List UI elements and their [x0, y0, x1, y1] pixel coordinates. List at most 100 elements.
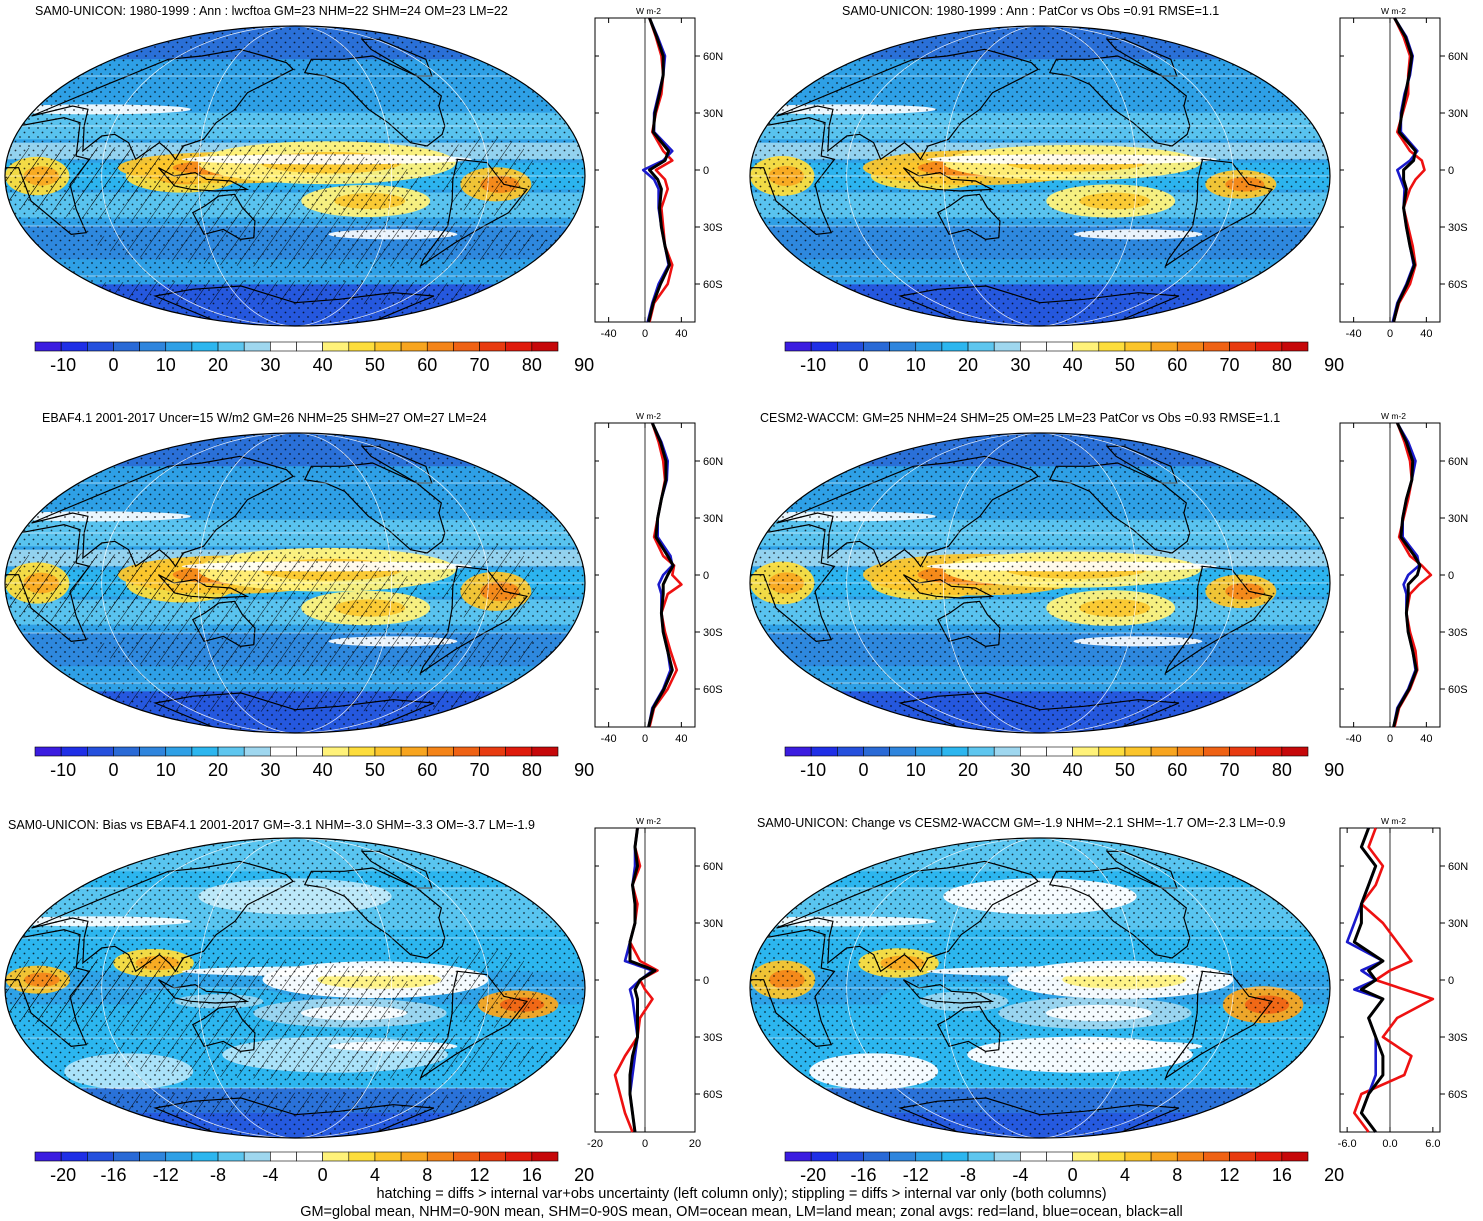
colorbar-swatch: [139, 1151, 167, 1162]
colorbar-swatch: [784, 341, 812, 352]
x-tick-label: 6.0: [1425, 1138, 1440, 1150]
zonal-profile-1: W m-2 -40 0 40 60N 30N 0 30S 60S: [594, 6, 723, 340]
colorbar-swatch: [322, 1151, 350, 1162]
colorbar-swatch: [453, 1151, 480, 1162]
colorbar-swatch: [400, 1151, 428, 1162]
map-panel-3: [4, 432, 586, 734]
colorbar-label: 0: [1068, 1165, 1078, 1185]
coastline-namerica: [1048, 867, 1191, 959]
colorbar-label: 10: [906, 355, 926, 375]
colorbar-swatch: [60, 1151, 88, 1162]
profile-line-all: [1392, 17, 1417, 323]
colorbar-label: 30: [1010, 355, 1030, 375]
colorbar-swatch: [374, 1151, 402, 1162]
coastline-indonesia: [157, 979, 250, 1004]
colorbar-label: 90: [574, 355, 594, 375]
colorbar-label: -16: [850, 1165, 876, 1185]
coastline-europeAsia: [776, 860, 1040, 973]
stippling: [750, 838, 1330, 1138]
colorbar-swatch: [348, 746, 376, 757]
colorbar-swatch: [453, 746, 480, 757]
colorbar-swatch: [165, 746, 193, 757]
y-tick-label: 30N: [1448, 513, 1468, 525]
x-tick-label: -40: [1346, 328, 1362, 340]
coastline-europeAsia: [31, 860, 295, 973]
colorbar-swatch: [915, 1151, 943, 1162]
colorbar-label: 40: [1063, 760, 1083, 780]
colorbar-label: 10: [156, 760, 176, 780]
colorbar-swatch: [86, 746, 114, 757]
colorbar-swatch: [863, 746, 890, 757]
colorbar-swatch: [139, 341, 167, 352]
colorbar-swatch: [836, 746, 864, 757]
graticule-lon: [197, 838, 393, 1138]
panel-title: SAM0-UNICON: 1980-1999 : Ann : lwcftoa G…: [35, 4, 508, 18]
colorbar-label: 50: [365, 760, 385, 780]
map-panel-2: [749, 25, 1331, 327]
colorbar-swatch: [941, 746, 969, 757]
colorbar-label: -8: [210, 1165, 226, 1185]
profile-line-land: [1352, 827, 1435, 1133]
colorbar-swatch: [426, 341, 454, 352]
colorbar-swatch: [1124, 1151, 1152, 1162]
colorbar-swatch: [113, 341, 140, 352]
footer-note-1: hatching = diffs > internal var+obs unce…: [376, 1186, 1107, 1202]
colorbar-label: 4: [370, 1165, 380, 1185]
colorbar-swatch: [400, 746, 428, 757]
colorbar-5: -20 -16 -12 -8 -4 0 4 8 12 16 20: [34, 1151, 594, 1185]
colorbar-swatch: [270, 341, 297, 352]
colorbar-label: 80: [1272, 760, 1292, 780]
profile-line-all: [628, 827, 657, 1133]
colorbar-swatch: [836, 1151, 864, 1162]
colorbar-label: 60: [417, 760, 437, 780]
colorbar-swatch: [1046, 746, 1073, 757]
graticule-lon: [942, 838, 1138, 1138]
graticule-lon: [846, 26, 1234, 326]
colorbar-swatch: [967, 1151, 995, 1162]
colorbar-swatch: [863, 1151, 890, 1162]
colorbar-swatch: [1072, 341, 1100, 352]
colorbar-swatch: [165, 341, 193, 352]
graticule-lon: [101, 433, 489, 733]
colorbar-swatch: [217, 341, 245, 352]
colorbar-label: 80: [1272, 355, 1292, 375]
coastline-australia: [936, 193, 1001, 240]
colorbar-swatch: [993, 746, 1021, 757]
x-tick-label: 0: [642, 1138, 648, 1150]
graticule-lon: [101, 838, 489, 1138]
colorbar-swatch: [60, 746, 88, 757]
panel-title: SAM0-UNICON: Bias vs EBAF4.1 2001-2017 G…: [8, 818, 535, 832]
y-tick-label: 30S: [1448, 627, 1468, 639]
coastline-africa: [750, 117, 836, 235]
colorbar-swatch: [1124, 746, 1152, 757]
panel-6: SAM0-UNICON: Change vs CESM2-WACCM GM=-1…: [745, 810, 1483, 1215]
colorbar-swatch: [426, 746, 454, 757]
colorbar-label: 20: [574, 1165, 594, 1185]
profile-unit: W m-2: [636, 411, 661, 421]
colorbar-swatch: [531, 1151, 559, 1162]
y-tick-label: 30N: [703, 918, 723, 930]
x-tick-label: 0.0: [1382, 1138, 1397, 1150]
zonal-profile-4: W m-2 -40 0 40 60N 30N 0 30S 60S: [1339, 411, 1468, 745]
colorbar-swatch: [784, 746, 812, 757]
colorbar-swatch: [348, 341, 376, 352]
colorbar-swatch: [322, 746, 350, 757]
colorbar-2: -10 0 10 20 30 40 50 60 70 80 90: [784, 341, 1344, 375]
colorbar-swatch: [505, 1151, 533, 1162]
hatching: [96, 217, 548, 268]
colorbar-swatch: [505, 341, 533, 352]
y-tick-label: 0: [703, 570, 709, 582]
colorbar-label: 30: [1010, 760, 1030, 780]
colorbar-label: -12: [903, 1165, 929, 1185]
profile-unit: W m-2: [636, 816, 661, 826]
colorbar-label: 70: [1220, 355, 1240, 375]
colorbar-swatch: [217, 1151, 245, 1162]
colorbar-label: 20: [208, 760, 228, 780]
colorbar-swatch: [531, 341, 559, 352]
coastline-samerica: [1164, 565, 1274, 675]
coastline-antarctica: [898, 692, 1180, 733]
coastline-africa: [5, 117, 91, 235]
map-field: [750, 433, 1330, 733]
colorbar-label: 20: [958, 760, 978, 780]
